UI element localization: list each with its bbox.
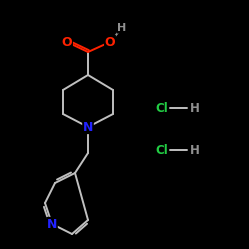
Text: H: H <box>190 102 200 115</box>
Text: N: N <box>83 121 93 133</box>
Text: N: N <box>47 217 57 231</box>
Text: Cl: Cl <box>156 102 168 115</box>
Text: Cl: Cl <box>156 143 168 157</box>
Text: O: O <box>105 36 115 49</box>
Text: H: H <box>117 23 127 33</box>
Text: O: O <box>62 36 72 49</box>
Text: H: H <box>190 143 200 157</box>
